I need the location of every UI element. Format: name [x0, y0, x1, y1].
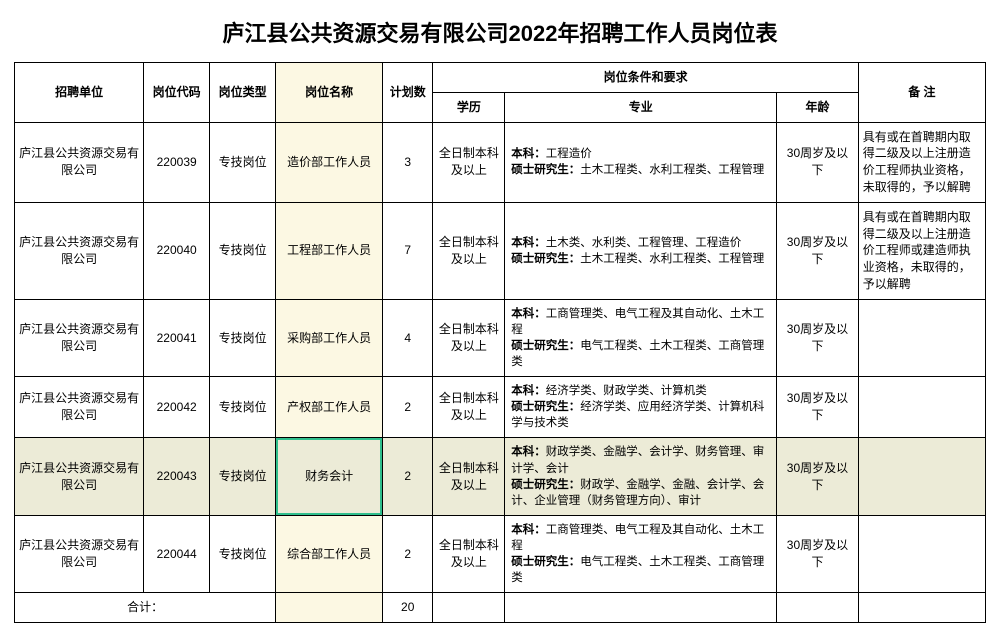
cell-code: 220040 — [144, 202, 210, 299]
cell-code: 220044 — [144, 515, 210, 592]
th-edu: 学历 — [433, 92, 505, 122]
cell-name: 综合部工作人员 — [276, 515, 383, 592]
cell-type: 专技岗位 — [210, 122, 276, 202]
th-age: 年龄 — [777, 92, 859, 122]
th-name: 岗位名称 — [276, 63, 383, 123]
cell-major: 本科：土木类、水利类、工程管理、工程造价硕士研究生：土木工程类、水利工程类、工程… — [505, 202, 777, 299]
total-empty — [433, 593, 505, 623]
th-major: 专业 — [505, 92, 777, 122]
cell-remark: 具有或在首聘期内取得二级及以上注册造价工程师执业资格，未取得的，予以解聘 — [858, 122, 985, 202]
cell-unit: 庐江县公共资源交易有限公司 — [15, 377, 144, 438]
cell-major: 本科：财政学类、金融学、会计学、财务管理、审计学、会计硕士研究生：财政学、金融学… — [505, 438, 777, 515]
cell-age: 30周岁及以下 — [777, 515, 859, 592]
cell-edu: 全日制本科及以上 — [433, 202, 505, 299]
cell-unit: 庐江县公共资源交易有限公司 — [15, 122, 144, 202]
cell-plan: 2 — [382, 438, 432, 515]
cell-plan: 3 — [382, 122, 432, 202]
cell-unit: 庐江县公共资源交易有限公司 — [15, 515, 144, 592]
table-row: 庐江县公共资源交易有限公司220044专技岗位综合部工作人员2全日制本科及以上本… — [15, 515, 986, 592]
th-code: 岗位代码 — [144, 63, 210, 123]
cell-age: 30周岁及以下 — [777, 299, 859, 376]
positions-table: 招聘单位 岗位代码 岗位类型 岗位名称 计划数 岗位条件和要求 备 注 学历 专… — [14, 62, 986, 623]
cell-code: 220043 — [144, 438, 210, 515]
cell-name: 采购部工作人员 — [276, 299, 383, 376]
cell-name: 造价部工作人员 — [276, 122, 383, 202]
cell-name: 财务会计 — [276, 438, 383, 515]
table-row: 庐江县公共资源交易有限公司220040专技岗位工程部工作人员7全日制本科及以上本… — [15, 202, 986, 299]
th-unit: 招聘单位 — [15, 63, 144, 123]
total-empty — [777, 593, 859, 623]
cell-edu: 全日制本科及以上 — [433, 438, 505, 515]
th-remark: 备 注 — [858, 63, 985, 123]
header-row-1: 招聘单位 岗位代码 岗位类型 岗位名称 计划数 岗位条件和要求 备 注 — [15, 63, 986, 93]
cell-code: 220039 — [144, 122, 210, 202]
cell-edu: 全日制本科及以上 — [433, 299, 505, 376]
cell-edu: 全日制本科及以上 — [433, 515, 505, 592]
total-empty — [858, 593, 985, 623]
cell-type: 专技岗位 — [210, 438, 276, 515]
cell-remark: 具有或在首聘期内取得二级及以上注册造价工程师或建造师执业资格，未取得的，予以解聘 — [858, 202, 985, 299]
table-row: 庐江县公共资源交易有限公司220041专技岗位采购部工作人员4全日制本科及以上本… — [15, 299, 986, 376]
cell-name: 产权部工作人员 — [276, 377, 383, 438]
total-empty-name — [276, 593, 383, 623]
cell-major: 本科：工商管理类、电气工程及其自动化、土木工程硕士研究生：电气工程类、土木工程类… — [505, 515, 777, 592]
cell-edu: 全日制本科及以上 — [433, 377, 505, 438]
cell-type: 专技岗位 — [210, 299, 276, 376]
cell-name: 工程部工作人员 — [276, 202, 383, 299]
table-row: 庐江县公共资源交易有限公司220043专技岗位财务会计2全日制本科及以上本科：财… — [15, 438, 986, 515]
th-plan: 计划数 — [382, 63, 432, 123]
cell-type: 专技岗位 — [210, 515, 276, 592]
cell-plan: 4 — [382, 299, 432, 376]
cell-major: 本科：工商管理类、电气工程及其自动化、土木工程硕士研究生：电气工程类、土木工程类… — [505, 299, 777, 376]
cell-remark — [858, 515, 985, 592]
table-row: 庐江县公共资源交易有限公司220042专技岗位产权部工作人员2全日制本科及以上本… — [15, 377, 986, 438]
cell-type: 专技岗位 — [210, 202, 276, 299]
cell-plan: 2 — [382, 515, 432, 592]
total-plan: 20 — [382, 593, 432, 623]
cell-major: 本科：经济学类、财政学类、计算机类硕士研究生：经济学类、应用经济学类、计算机科学… — [505, 377, 777, 438]
cell-unit: 庐江县公共资源交易有限公司 — [15, 438, 144, 515]
total-row: 合计： 20 — [15, 593, 986, 623]
cell-age: 30周岁及以下 — [777, 438, 859, 515]
cell-code: 220042 — [144, 377, 210, 438]
th-type: 岗位类型 — [210, 63, 276, 123]
cell-remark — [858, 377, 985, 438]
cell-remark — [858, 299, 985, 376]
cell-unit: 庐江县公共资源交易有限公司 — [15, 299, 144, 376]
cell-unit: 庐江县公共资源交易有限公司 — [15, 202, 144, 299]
cell-code: 220041 — [144, 299, 210, 376]
cell-major: 本科：工程造价硕士研究生：土木工程类、水利工程类、工程管理 — [505, 122, 777, 202]
total-label: 合计： — [15, 593, 276, 623]
cell-age: 30周岁及以下 — [777, 377, 859, 438]
table-row: 庐江县公共资源交易有限公司220039专技岗位造价部工作人员3全日制本科及以上本… — [15, 122, 986, 202]
cell-edu: 全日制本科及以上 — [433, 122, 505, 202]
cell-plan: 7 — [382, 202, 432, 299]
page-title: 庐江县公共资源交易有限公司2022年招聘工作人员岗位表 — [14, 16, 986, 48]
cell-remark — [858, 438, 985, 515]
total-empty — [505, 593, 777, 623]
cell-type: 专技岗位 — [210, 377, 276, 438]
cell-age: 30周岁及以下 — [777, 122, 859, 202]
cell-plan: 2 — [382, 377, 432, 438]
th-req-group: 岗位条件和要求 — [433, 63, 858, 93]
cell-age: 30周岁及以下 — [777, 202, 859, 299]
